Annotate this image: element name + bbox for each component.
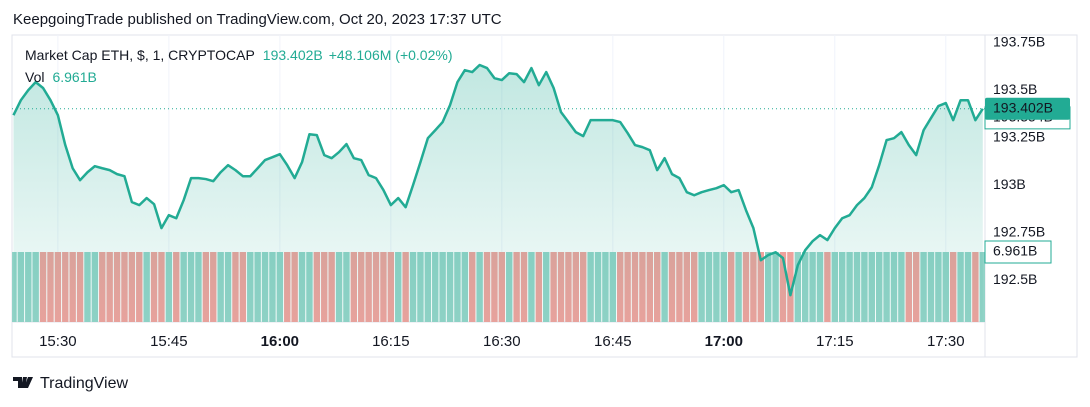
axes: 192.5B 192.75B 193B 193.25B 193.5B 193.75B 15:…	[39, 33, 1071, 350]
x-tick-label: 17:15	[816, 333, 854, 350]
volume-label-box	[984, 240, 1052, 264]
x-tick-label: 15:45	[150, 333, 188, 350]
last-price-box	[985, 97, 1070, 120]
x-tick-label: 16:45	[594, 333, 632, 350]
legend-symbol: Market Cap ETH, $, 1, CRYPTOCAP	[25, 47, 255, 63]
y-tick-label: 193B	[993, 176, 1026, 192]
x-tick-label: 16:30	[483, 333, 521, 350]
x-tick-label: 15:30	[39, 333, 77, 350]
last-price-label: 193.402B	[993, 99, 1053, 115]
x-tick-label: 16:00	[261, 333, 299, 350]
price-line	[12, 63, 984, 297]
x-tick-label: 17:00	[705, 333, 743, 350]
legend-volume: Vol 6.961B	[25, 69, 97, 85]
legend-volume-value: 6.961B	[52, 69, 96, 85]
y-tick-label: 193.75B	[993, 33, 1045, 49]
legend-volume-name: Vol	[25, 69, 44, 85]
legend-price: 193.402B	[263, 47, 323, 63]
x-tick-label: 17:30	[927, 333, 965, 350]
footer-brand: TradingView	[40, 375, 128, 392]
y-tick-label: 192.75B	[993, 223, 1045, 239]
x-tick-label: 16:15	[372, 333, 410, 350]
y-tick-label: 193.5B	[993, 81, 1037, 97]
volume-bar	[787, 252, 794, 322]
area-fill	[13, 65, 983, 322]
logo-mark	[13, 377, 33, 388]
y-tick-label: 193.25B	[993, 128, 1045, 144]
chart-frame	[11, 34, 1078, 358]
y-tick-label: 192.5B	[993, 271, 1037, 287]
logo: TradingView	[13, 375, 128, 392]
volume-label: 6.961B	[993, 243, 1037, 259]
legend: Market Cap ETH, $, 1, CRYPTOCAP 193.402B +…	[25, 47, 452, 63]
header: KeepgoingTrade published on TradingView.…	[13, 11, 502, 28]
legend-change: +48.106M (+0.02%)	[329, 47, 453, 63]
price-pane	[12, 63, 985, 322]
